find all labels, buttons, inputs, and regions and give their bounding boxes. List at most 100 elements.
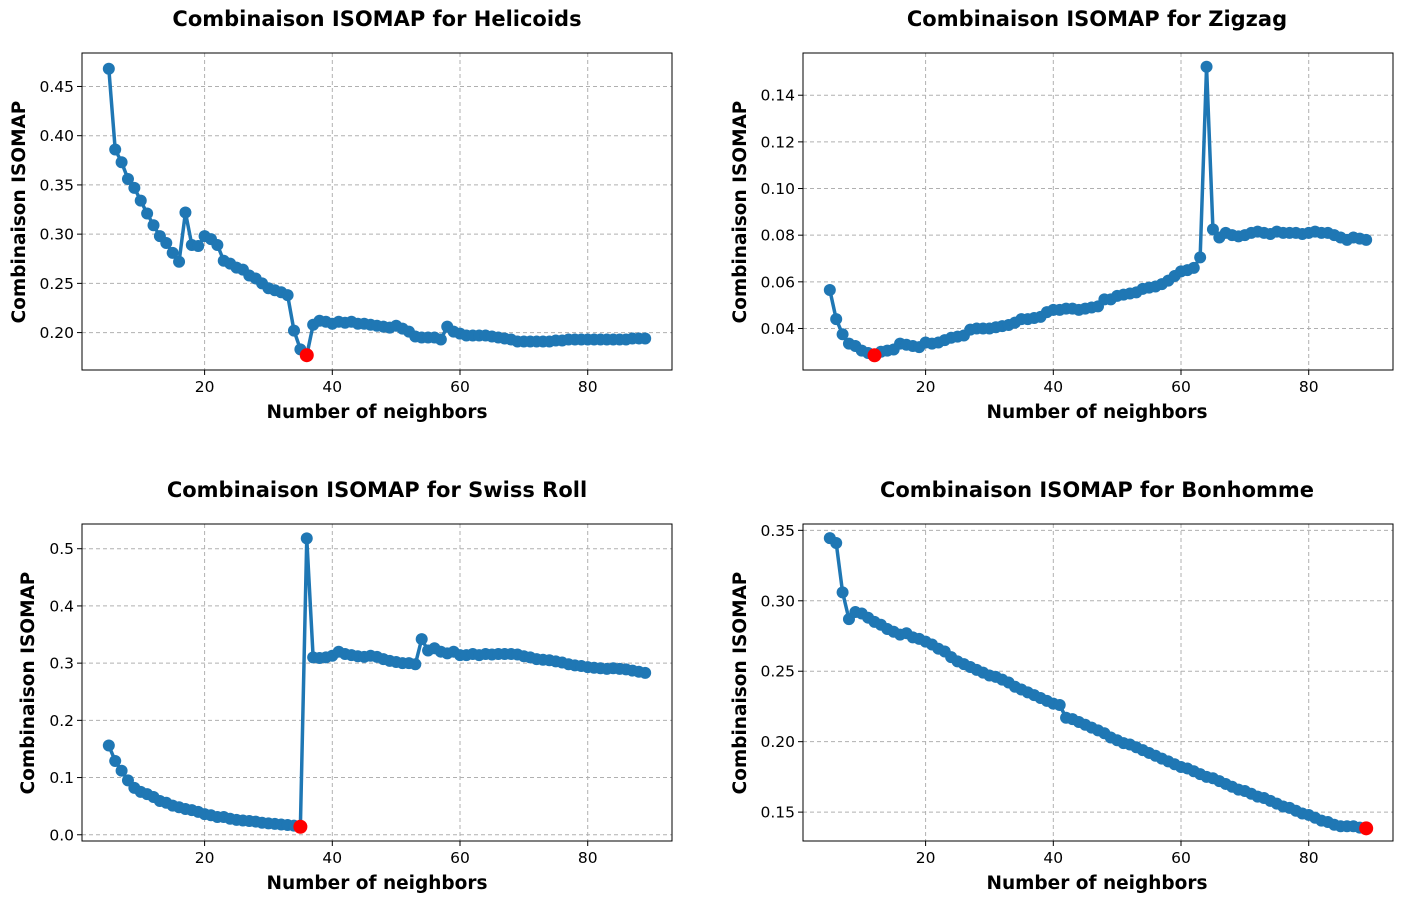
y-tick-label: 0.25 bbox=[760, 663, 795, 681]
y-tick-label: 0.35 bbox=[760, 522, 795, 540]
best-point-marker bbox=[867, 348, 882, 363]
x-tick-label: 80 bbox=[578, 378, 598, 396]
data-point bbox=[166, 246, 179, 259]
y-tick-label: 0.04 bbox=[760, 320, 795, 338]
plot-panel-helicoids: Combinaison ISOMAP for Helicoids Number … bbox=[9, 7, 673, 423]
data-point bbox=[836, 586, 849, 599]
x-tick-label: 60 bbox=[450, 849, 470, 867]
data-point bbox=[173, 255, 186, 268]
data-point bbox=[115, 764, 128, 777]
data-point bbox=[1200, 60, 1213, 73]
axes-frame bbox=[81, 52, 673, 371]
best-point-marker bbox=[299, 348, 314, 363]
best-point-marker bbox=[1359, 821, 1374, 836]
x-tick-label: 20 bbox=[195, 378, 215, 396]
plot-panel-zigzag: Combinaison ISOMAP for Zigzag Number of … bbox=[730, 7, 1394, 423]
data-point bbox=[102, 739, 115, 752]
data-point bbox=[409, 658, 422, 671]
data-point bbox=[1053, 699, 1066, 712]
y-tick-label: 0.20 bbox=[39, 324, 74, 342]
y-tick-label: 0.08 bbox=[760, 227, 795, 245]
y-tick-label: 0.3 bbox=[49, 655, 74, 673]
x-tick-label: 40 bbox=[1043, 378, 1063, 396]
data-point bbox=[109, 754, 122, 767]
data-point bbox=[1206, 223, 1219, 236]
chart-title: Combinaison ISOMAP for Swiss Roll bbox=[167, 478, 587, 502]
data-point bbox=[1194, 251, 1207, 264]
x-tick-label: 40 bbox=[322, 378, 342, 396]
y-axis-label: Combinaison ISOMAP bbox=[9, 101, 30, 324]
axes-frame bbox=[802, 52, 1394, 371]
x-tick-label: 60 bbox=[1171, 378, 1191, 396]
axes-frame bbox=[802, 523, 1394, 842]
y-tick-label: 0.15 bbox=[760, 804, 795, 822]
x-tick-label: 80 bbox=[1299, 378, 1319, 396]
y-tick-label: 0.14 bbox=[760, 87, 795, 105]
y-tick-label: 0.2 bbox=[49, 712, 74, 730]
y-tick-label: 0.30 bbox=[39, 226, 74, 244]
x-tick-label: 80 bbox=[578, 849, 598, 867]
data-point bbox=[830, 313, 843, 326]
plot-panel-bonhomme: Combinaison ISOMAP for Bonhomme Number o… bbox=[730, 478, 1394, 894]
chart-title: Combinaison ISOMAP for Zigzag bbox=[907, 7, 1287, 31]
data-point bbox=[115, 156, 128, 169]
chart-title: Combinaison ISOMAP for Helicoids bbox=[172, 7, 581, 31]
y-axis-label: Combinaison ISOMAP bbox=[730, 101, 751, 324]
y-tick-label: 0.5 bbox=[49, 540, 74, 558]
data-point bbox=[434, 333, 447, 346]
data-point bbox=[211, 238, 224, 251]
data-point bbox=[134, 194, 147, 207]
x-tick-label: 20 bbox=[195, 849, 215, 867]
y-axis-label: Combinaison ISOMAP bbox=[730, 572, 751, 795]
x-tick-label: 80 bbox=[1299, 849, 1319, 867]
data-point bbox=[639, 332, 652, 345]
y-tick-label: 0.10 bbox=[760, 180, 795, 198]
series-line bbox=[828, 536, 1367, 831]
data-point bbox=[300, 532, 313, 545]
data-point bbox=[147, 219, 160, 232]
data-point bbox=[179, 206, 192, 219]
x-tick-label: 60 bbox=[1171, 849, 1191, 867]
data-point bbox=[287, 324, 300, 337]
data-point bbox=[121, 173, 134, 186]
x-tick-label: 60 bbox=[450, 378, 470, 396]
data-point bbox=[1360, 233, 1373, 246]
data-point bbox=[160, 237, 173, 249]
y-tick-label: 0.0 bbox=[49, 826, 74, 844]
series-line bbox=[107, 536, 646, 829]
data-point bbox=[836, 328, 849, 341]
x-tick-label: 40 bbox=[322, 849, 342, 867]
y-tick-label: 0.25 bbox=[39, 275, 74, 293]
data-point bbox=[823, 283, 836, 296]
data-point bbox=[192, 239, 205, 252]
data-point bbox=[102, 62, 115, 75]
data-point bbox=[639, 666, 652, 679]
y-tick-label: 0.20 bbox=[760, 733, 795, 751]
data-point bbox=[281, 289, 294, 302]
y-tick-label: 0.1 bbox=[49, 769, 74, 787]
y-tick-label: 0.40 bbox=[39, 127, 74, 145]
y-axis-label: Combinaison ISOMAP bbox=[18, 572, 39, 795]
y-tick-label: 0.45 bbox=[39, 78, 74, 96]
data-point bbox=[109, 143, 122, 156]
x-axis-label: Number of neighbors bbox=[266, 873, 487, 894]
chart-title: Combinaison ISOMAP for Bonhomme bbox=[880, 478, 1314, 502]
x-tick-label: 20 bbox=[916, 849, 936, 867]
axes-frame bbox=[81, 523, 673, 842]
y-tick-label: 0.30 bbox=[760, 592, 795, 610]
data-point bbox=[830, 537, 843, 550]
y-tick-label: 0.4 bbox=[49, 597, 74, 615]
x-tick-label: 40 bbox=[1043, 849, 1063, 867]
y-tick-label: 0.06 bbox=[760, 273, 795, 291]
x-tick-label: 20 bbox=[916, 378, 936, 396]
x-axis-label: Number of neighbors bbox=[986, 402, 1207, 423]
x-axis-label: Number of neighbors bbox=[266, 402, 487, 423]
best-point-marker bbox=[293, 819, 308, 834]
data-point bbox=[128, 181, 141, 194]
x-axis-label: Number of neighbors bbox=[986, 873, 1207, 894]
data-point bbox=[141, 207, 154, 220]
plot-panel-swiss-roll: Combinaison ISOMAP for Swiss Roll Number… bbox=[18, 478, 673, 894]
data-point bbox=[1187, 261, 1200, 274]
data-point bbox=[415, 633, 428, 646]
